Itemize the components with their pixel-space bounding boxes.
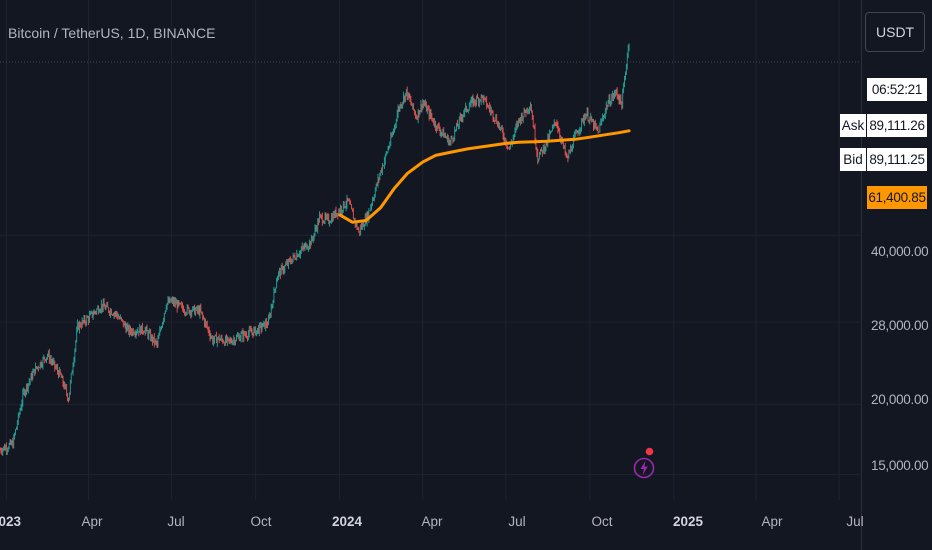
candlestick-series [0, 43, 630, 456]
moving-average-tag: 61,400.85 [867, 186, 927, 209]
bid-label: Bid [840, 148, 867, 171]
price-axis-label: 20,000.00 [871, 392, 929, 407]
bid-price-tag: 89,111.25 [867, 148, 927, 171]
time-axis-label: 2024 [331, 514, 363, 529]
price-axis-label: 28,000.00 [871, 318, 929, 333]
price-axis-label: 15,000.00 [871, 458, 929, 473]
countdown-tag: 06:52:21 [867, 78, 927, 101]
moving-average-line [338, 129, 631, 224]
price-axis-label: 40,000.00 [871, 244, 929, 259]
time-axis-label: Jul [846, 514, 864, 529]
price-axis-divider [861, 0, 862, 550]
time-axis-label: Apr [81, 514, 103, 529]
ask-price-tag: 89,111.26 [867, 114, 927, 137]
lightning-bolt-icon[interactable] [633, 444, 657, 484]
time-axis-label: Oct [591, 514, 613, 529]
time-axis-label: Oct [250, 514, 272, 529]
chart-grid [0, 0, 861, 500]
time-axis-label: Jul [508, 514, 526, 529]
time-axis-label: Jul [167, 514, 185, 529]
currency-button[interactable]: USDT [865, 12, 925, 52]
time-axis-label: 2025 [672, 514, 704, 529]
ask-label: Ask [840, 114, 867, 137]
time-axis-label: Apr [761, 514, 783, 529]
time-axis-label: 2023 [0, 514, 22, 529]
symbol-title[interactable]: Bitcoin / TetherUS, 1D, BINANCE [8, 25, 216, 41]
time-axis-label: Apr [421, 514, 443, 529]
